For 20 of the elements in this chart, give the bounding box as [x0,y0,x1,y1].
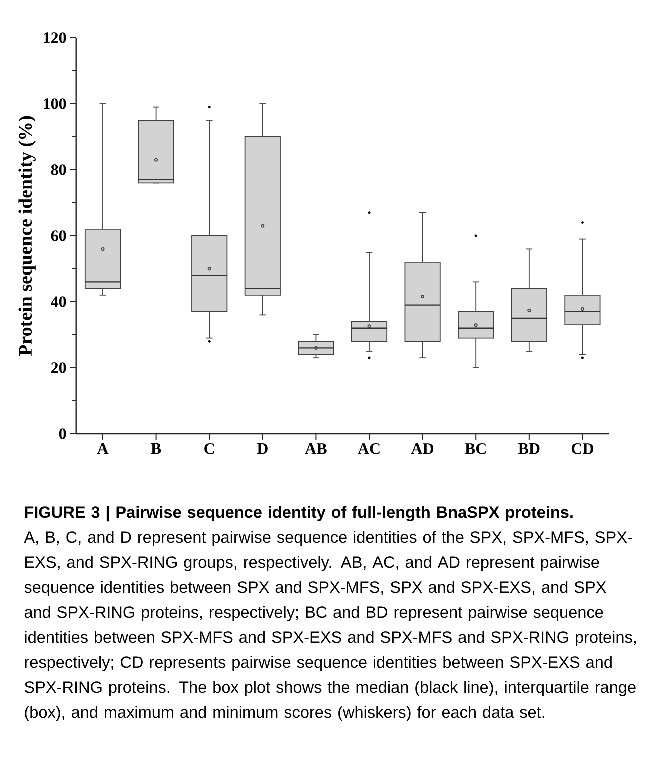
x-tick-label: AB [305,444,327,454]
y-tick-label: 60 [51,230,66,242]
y-axis-title: Protein sequence identity (%) [18,116,36,356]
y-tick-label: 20 [51,362,66,374]
y-tick-label: 120 [44,32,66,44]
y-tick-label: 100 [44,98,66,110]
x-tick-label: BC [465,444,486,454]
y-tick-label: 80 [51,164,66,176]
text: FIGURE 3 | Pairwise sequence identity of full-length BnaSPX proteins. [25,506,573,522]
x-tick-label: B [151,444,162,454]
text: A, B, C, and D represent pairwise sequence identities of the SPX, SPX-MFS, SPX-EXS, and SPX-RING groups, respectively. AB, AC, and AD represent pairwise sequence identities between SPX and SPX-MFS, SPX and SPX-EXS, and SPX and SPX-RING proteins, respectively; BC and BD represent pairwise sequence identities between SPX-MFS and SPX-EXS and SPX-MFS and SPX-RING proteins, respectively; CD represents pairwise sequence identities between SPX-EXS and SPX-RING proteins. The box plot shows the median (black line), interquartile range (box), and maximum and minimum scores (whiskers) for each data set. [24,531,636,722]
y-tick-label: 0 [59,428,66,440]
x-tick-label: CD [572,444,594,454]
x-tick-label: AD [411,444,434,454]
y-tick-label: 40 [51,296,66,308]
x-tick-label: AC [358,444,380,454]
x-tick-label: BD [518,444,540,454]
x-tick-label: C [204,444,214,454]
x-tick-label: A [97,444,109,454]
x-tick-label: D [257,444,268,454]
